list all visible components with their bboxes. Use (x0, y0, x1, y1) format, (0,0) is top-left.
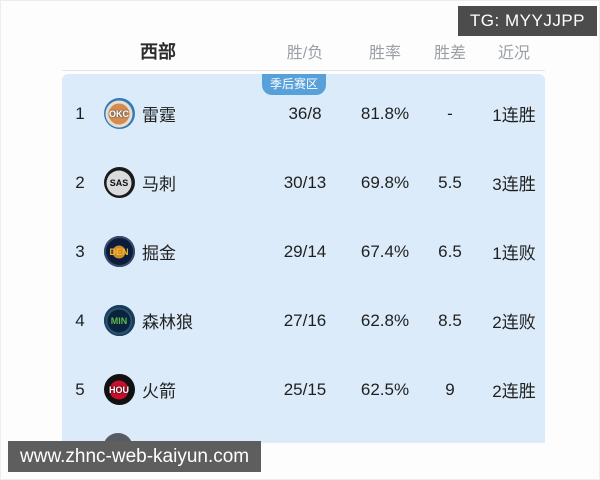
team-name: 森林狼 (142, 313, 193, 332)
watermark-url: www.zhnc-web-kaiyun.com (8, 441, 262, 472)
standings-panel: 季后赛区 1 OKC 雷霆 36/8 81.8% - 1连胜 2 SAS 马刺 … (62, 74, 545, 443)
gamesbehind-cell: 5.5 (438, 172, 462, 192)
gamesbehind-cell: 6.5 (438, 241, 462, 261)
table-row[interactable]: 1 OKC 雷霆 36/8 81.8% - 1连胜 (62, 74, 545, 148)
team-logo-okc-icon: OKC (103, 98, 135, 129)
form-cell: 1连败 (492, 244, 536, 263)
table-row[interactable]: 4 MIN 森林狼 27/16 62.8% 8.5 2连败 (62, 286, 545, 355)
winloss-cell: 25/15 (283, 379, 327, 399)
winloss-cell: 36/8 (288, 103, 322, 123)
rank-cell: 4 (75, 310, 85, 330)
table-row[interactable]: 3 DEN 掘金 29/14 67.4% 6.5 1连败 (62, 217, 545, 286)
team-logo-sas-icon: SAS (103, 167, 135, 198)
rank-cell: 3 (75, 241, 85, 261)
winpct-cell: 62.8% (360, 310, 410, 330)
team-logo-min-icon: MIN (103, 305, 135, 336)
form-cell: 1连胜 (492, 106, 536, 125)
winloss-cell: 30/13 (283, 172, 327, 192)
team-name: 掘金 (142, 244, 176, 263)
team-logo-hou-icon: HOU (103, 374, 135, 405)
rank-cell: 2 (75, 172, 85, 192)
rank-cell: 1 (75, 103, 85, 123)
team-logo-den-icon: DEN (103, 236, 135, 267)
gamesbehind-cell: - (447, 103, 453, 123)
conference-title[interactable]: 西部 (140, 42, 176, 62)
form-cell: 2连胜 (492, 382, 536, 401)
team-name: 雷霆 (142, 106, 176, 125)
table-row[interactable]: 5 HOU 火箭 25/15 62.5% 9 2连胜 (62, 355, 545, 424)
form-cell: 3连胜 (492, 175, 536, 194)
column-header-winpct[interactable]: 胜率 (368, 45, 401, 62)
winpct-cell: 62.5% (360, 379, 410, 399)
column-header-form[interactable]: 近况 (497, 45, 530, 62)
table-row[interactable]: 2 SAS 马刺 30/13 69.8% 5.5 3连胜 (62, 148, 545, 217)
winpct-cell: 69.8% (360, 172, 410, 192)
form-cell: 2连败 (492, 313, 536, 332)
column-header-winloss[interactable]: 胜/负 (286, 45, 324, 62)
playoff-zone-badge: 季后赛区 (262, 74, 326, 95)
winloss-cell: 29/14 (283, 241, 327, 261)
tg-contact-badge: TG: MYYJJPP (457, 6, 597, 36)
gamesbehind-cell: 9 (445, 379, 455, 399)
team-name: 火箭 (142, 382, 176, 401)
next-row-logo-partial-icon (103, 433, 133, 443)
header-divider (62, 70, 545, 71)
table-header-row: 西部 胜/负 胜率 胜差 近况 (62, 36, 545, 66)
winpct-cell: 67.4% (360, 241, 410, 261)
team-name: 马刺 (142, 175, 176, 194)
winpct-cell: 81.8% (360, 103, 410, 123)
column-header-gamesbehind[interactable]: 胜差 (433, 45, 466, 62)
rank-cell: 5 (75, 379, 85, 399)
gamesbehind-cell: 8.5 (438, 310, 462, 330)
winloss-cell: 27/16 (283, 310, 327, 330)
